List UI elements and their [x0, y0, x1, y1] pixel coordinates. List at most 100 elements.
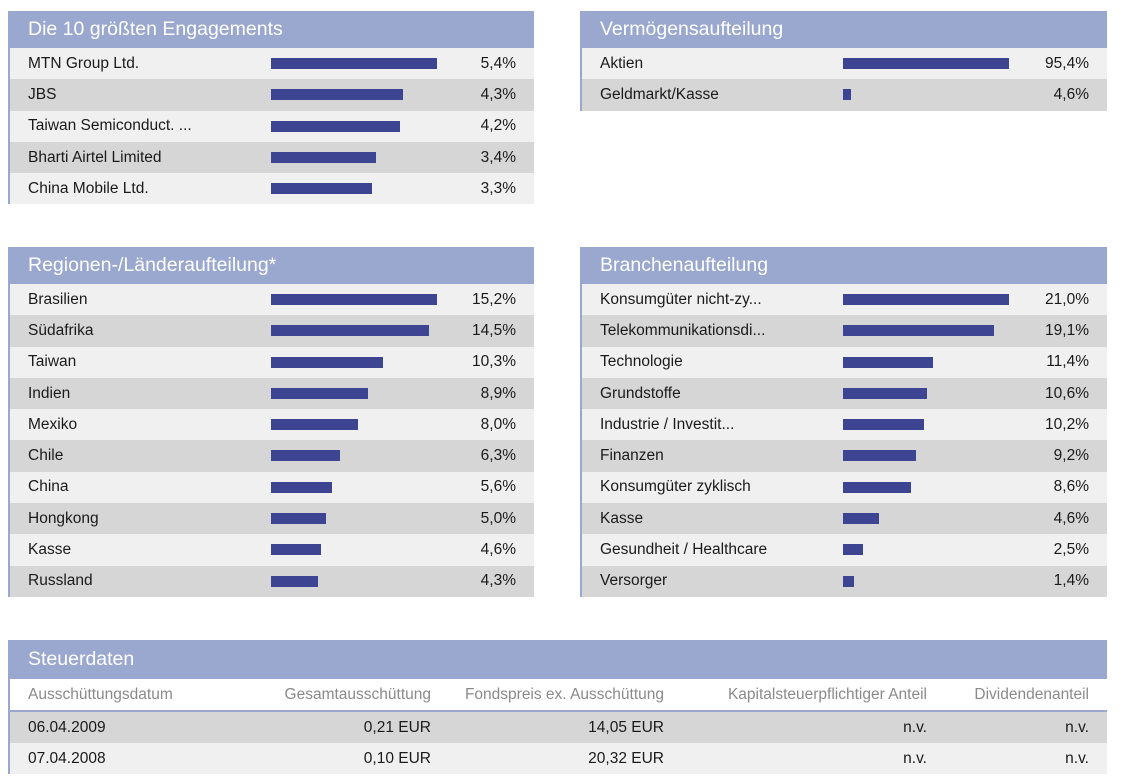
bar-label: Technologie: [600, 353, 683, 371]
bar-value-label: 19,1%: [1045, 321, 1089, 339]
bar-value-label: 5,6%: [480, 478, 516, 496]
bar-label: Industrie / Investit...: [600, 415, 735, 433]
bar-label: China Mobile Ltd.: [28, 179, 149, 197]
bar-list: Konsumgüter nicht-zy... 21,0% Telekommunik…: [582, 284, 1107, 597]
bar: [271, 89, 403, 101]
bar-value-label: 5,0%: [480, 509, 516, 527]
bar-value-label: 6,3%: [480, 447, 516, 465]
bar: [271, 419, 358, 431]
bar-value-label: 21,0%: [1045, 290, 1089, 308]
bar-row: Südafrika 14,5%: [10, 315, 534, 347]
column-header: Gesamtausschüttung: [236, 679, 449, 712]
bar-value-label: 11,4%: [1046, 353, 1089, 371]
bar-label: Hongkong: [28, 509, 99, 527]
bar-label: Aktien: [600, 54, 644, 72]
column-header: Fondspreis ex. Ausschüttung: [449, 679, 682, 712]
bar: [271, 183, 372, 195]
bar-value-label: 8,9%: [480, 384, 516, 402]
bar: [843, 294, 1009, 305]
bar-row: Hongkong 5,0%: [10, 503, 534, 535]
bar-label: Telekommunikationsdi...: [600, 321, 766, 339]
table-cell: 0,10 EUR: [236, 743, 449, 774]
bar-value-label: 3,3%: [480, 179, 516, 197]
bar-value-label: 4,3%: [480, 85, 516, 103]
tax-table-header-row: Ausschüttungsdatum Gesamtausschüttung Fo…: [10, 679, 1107, 712]
bar-row: Indien 8,9%: [10, 377, 534, 410]
bar-label: Versorger: [600, 572, 668, 590]
bar-value-label: 2,5%: [1053, 541, 1089, 559]
bar-list: Aktien 95,4% Geldmarkt/Kasse 4,6%: [582, 48, 1107, 111]
bar-label: MTN Group Ltd.: [28, 54, 140, 72]
table-cell: 20,32 EUR: [449, 743, 682, 774]
bar-label: Gesundheit / Healthcare: [600, 541, 768, 559]
table-cell: 0,21 EUR: [236, 711, 449, 743]
bar-value-label: 4,6%: [1053, 509, 1089, 527]
bar-row: Grundstoffe 10,6%: [582, 377, 1107, 410]
bar-row: Bharti Airtel Limited 3,4%: [10, 141, 534, 174]
bar: [843, 481, 911, 493]
bar-row: Kasse 4,6%: [10, 534, 534, 566]
bar: [843, 513, 879, 525]
bar-row: Kasse 4,6%: [582, 503, 1107, 535]
panel-title: Die 10 größten Engagements: [10, 11, 534, 48]
bar: [843, 325, 994, 337]
bar-value-label: 15,2%: [472, 290, 516, 308]
bar: [271, 356, 383, 368]
bar-row: Finanzen 9,2%: [582, 440, 1107, 472]
bar-value-label: 4,6%: [480, 541, 516, 559]
bar: [843, 544, 863, 556]
bar-row: Chile 6,3%: [10, 440, 534, 472]
table-cell: n.v.: [945, 711, 1107, 743]
bar-row: MTN Group Ltd. 5,4%: [10, 48, 534, 80]
bar: [843, 58, 1009, 69]
bar-value-label: 1,4%: [1053, 572, 1089, 590]
bar-label: Taiwan: [28, 353, 77, 371]
bar: [271, 450, 340, 462]
bar-list: Brasilien 15,2% Südafrika 14,5% Taiwan 10,3% I…: [10, 284, 534, 597]
bar: [271, 575, 318, 587]
column-header: Kapitalsteuerpflichtiger Anteil: [682, 679, 945, 712]
panel-title: Branchenaufteilung: [582, 247, 1107, 284]
bar-row: Technologie 11,4%: [582, 346, 1107, 378]
panel-asset-allocation: Vermögensaufteilung Aktien 95,4% Geldmarkt…: [580, 11, 1107, 111]
bar-row: Konsumgüter nicht-zy... 21,0%: [582, 284, 1107, 316]
bar: [843, 356, 933, 368]
bar-label: Geldmarkt/Kasse: [600, 85, 719, 103]
bar-label: Mexiko: [28, 415, 78, 433]
bar-value-label: 9,2%: [1053, 447, 1089, 465]
bar-label: Taiwan Semiconduct. ...: [28, 117, 192, 135]
bar-row: China Mobile Ltd. 3,3%: [10, 173, 534, 205]
bar-value-label: 8,6%: [1053, 478, 1089, 496]
bar-value-label: 10,3%: [472, 353, 516, 371]
bar-row: Taiwan Semiconduct. ... 4,2%: [10, 110, 534, 142]
bar: [843, 387, 927, 399]
bar-label: China: [28, 478, 69, 496]
tax-table: Ausschüttungsdatum Gesamtausschüttung Fo…: [10, 679, 1107, 774]
bar-value-label: 4,3%: [480, 572, 516, 590]
bar-label: Kasse: [600, 509, 644, 527]
bar-label: Finanzen: [600, 447, 664, 465]
bar: [271, 151, 376, 163]
table-row: 06.04.2009 0,21 EUR 14,05 EUR n.v. n.v.: [10, 711, 1107, 743]
bar-value-label: 10,6%: [1045, 384, 1089, 402]
bar-value-label: 4,2%: [480, 117, 516, 135]
bar-row: Russland 4,3%: [10, 565, 534, 597]
bar: [271, 544, 321, 556]
column-header: Ausschüttungsdatum: [10, 679, 236, 712]
bar-row: China 5,6%: [10, 471, 534, 504]
bar: [271, 387, 368, 399]
bar-row: Taiwan 10,3%: [10, 346, 534, 378]
bar: [843, 419, 924, 431]
bar-label: Konsumgüter zyklisch: [600, 478, 751, 496]
bar: [271, 120, 400, 132]
panel-sectors: Branchenaufteilung Konsumgüter nicht-zy.…: [580, 247, 1107, 597]
bar-row: Mexiko 8,0%: [10, 409, 534, 441]
bar-value-label: 4,6%: [1053, 85, 1089, 103]
bar-value-label: 14,5%: [472, 321, 516, 339]
panel-regions: Regionen-/Länderaufteilung* Brasilien 15,…: [8, 247, 534, 597]
table-row: 07.04.2008 0,10 EUR 20,32 EUR n.v. n.v.: [10, 743, 1107, 774]
panel-title: Vermögensaufteilung: [582, 11, 1107, 48]
bar-row: Telekommunikationsdi... 19,1%: [582, 315, 1107, 347]
bar: [843, 575, 854, 587]
table-cell: 14,05 EUR: [449, 711, 682, 743]
